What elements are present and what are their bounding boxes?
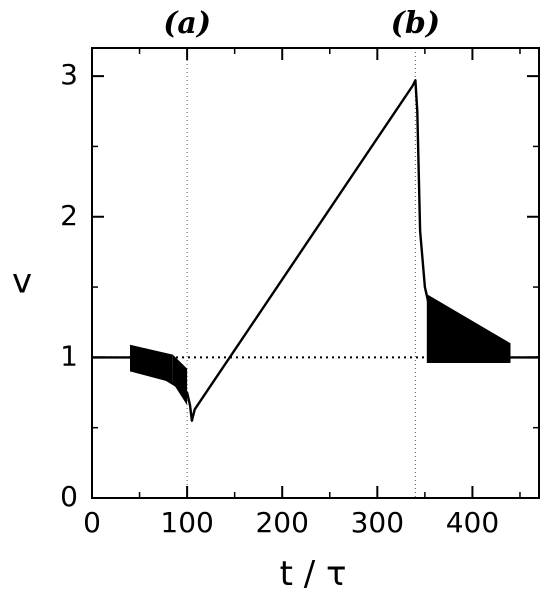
oscillation-band-a2 (172, 354, 188, 406)
y-tick-label: 1 (60, 339, 78, 372)
x-tick-label: 0 (83, 506, 101, 539)
y-tick-label: 3 (60, 58, 78, 91)
x-tick-label: 300 (351, 506, 404, 539)
y-tick-label: 2 (60, 199, 78, 232)
x-axis-label: t / τ (280, 554, 347, 594)
x-tick-label: 100 (160, 506, 213, 539)
marker-label-1: (b) (391, 6, 440, 41)
y-axis-label: v (12, 262, 32, 302)
oscillation-band-b (426, 294, 511, 363)
oscillation-band-a (130, 344, 173, 383)
y-tick-label: 0 (60, 480, 78, 513)
plot-frame (91, 47, 540, 499)
x-tick-label: 400 (446, 506, 499, 539)
x-tick-label: 200 (255, 506, 308, 539)
series-line-0 (92, 79, 539, 422)
marker-label-0: (a) (163, 6, 211, 41)
